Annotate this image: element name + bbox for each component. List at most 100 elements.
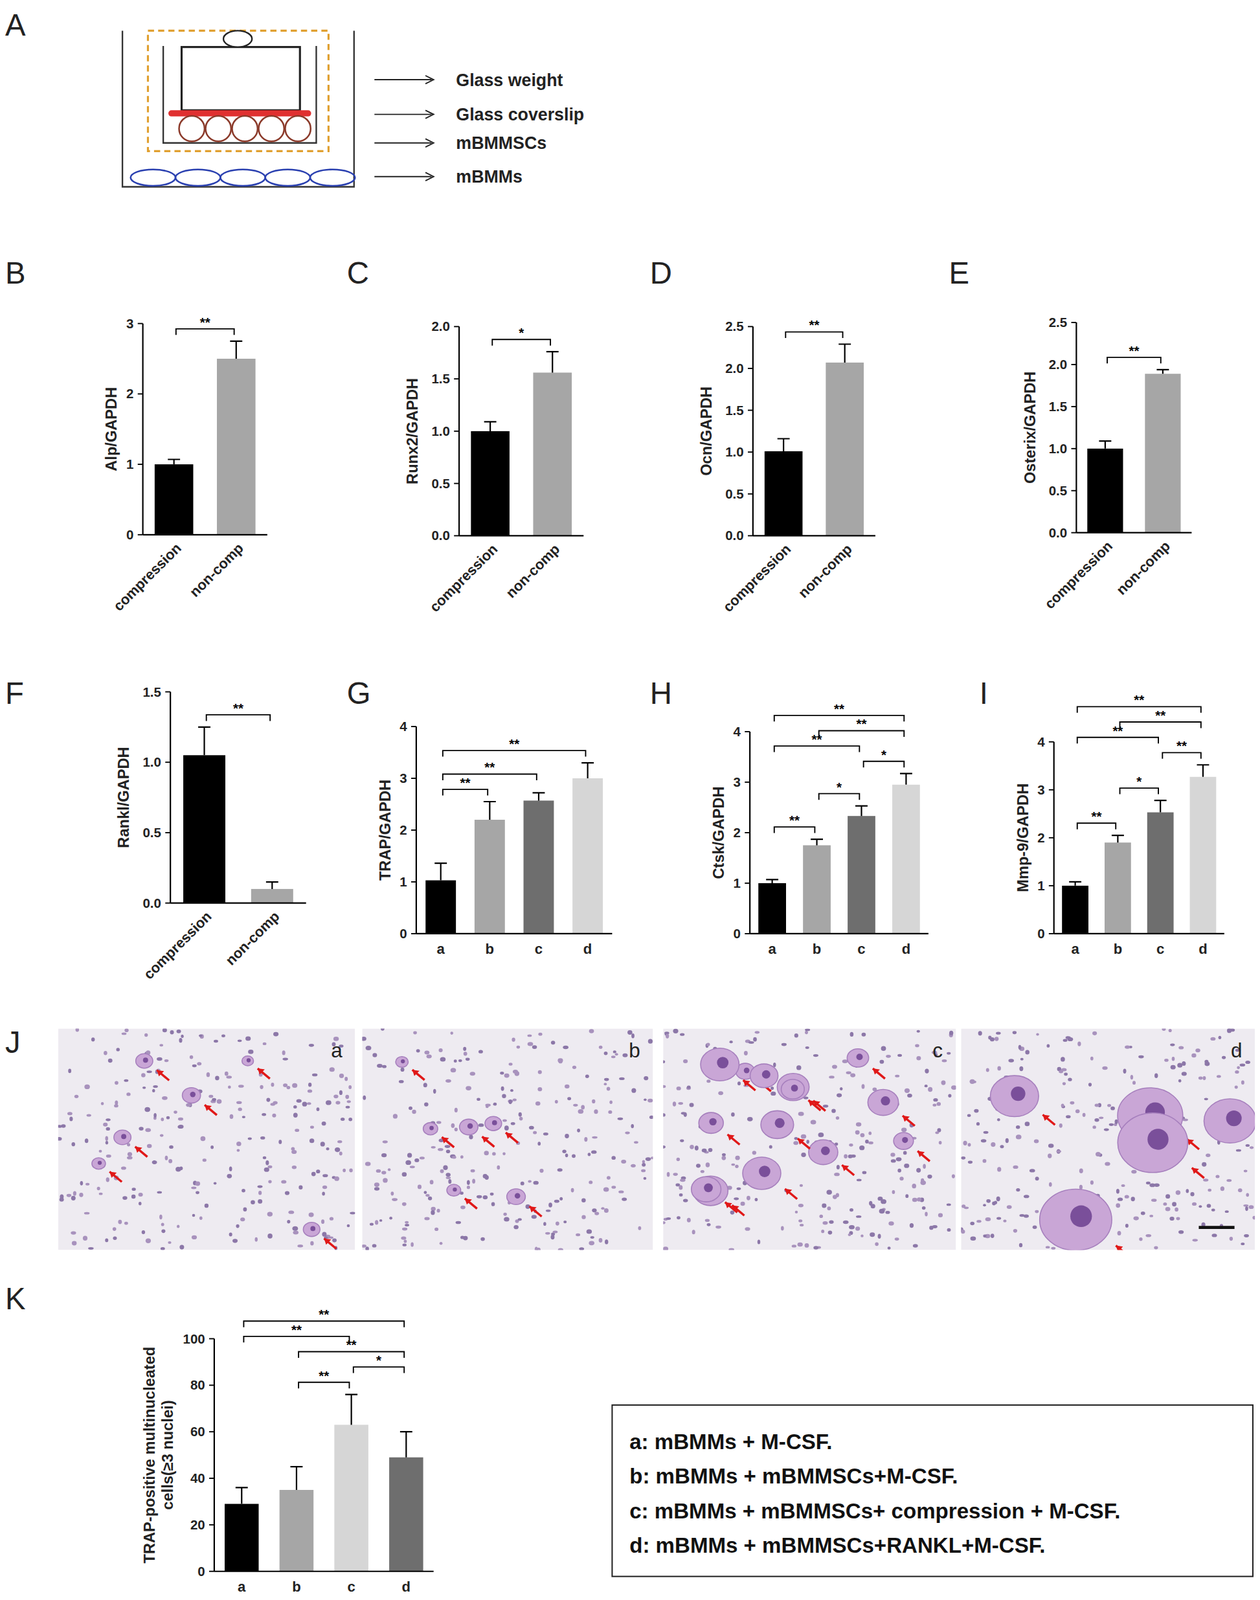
cell-dot bbox=[518, 1112, 522, 1117]
significance-bracket bbox=[1077, 737, 1159, 744]
nucleus bbox=[762, 1070, 771, 1079]
red-arrow-head bbox=[917, 1151, 925, 1158]
y-tick bbox=[165, 691, 171, 693]
cell-dot bbox=[463, 1051, 468, 1056]
cell-dot bbox=[603, 1186, 610, 1192]
cell-dot bbox=[1153, 1182, 1160, 1187]
cell-dot bbox=[624, 1131, 630, 1135]
red-arrow bbox=[1186, 1138, 1200, 1150]
cell-dot bbox=[593, 1109, 598, 1114]
cell-dot bbox=[339, 1090, 343, 1095]
y-tick-label: 1.5 bbox=[725, 402, 744, 418]
y-tick-label: 0.5 bbox=[142, 824, 161, 840]
cell-dot bbox=[1220, 1186, 1225, 1191]
y-tick-label: 0.5 bbox=[1048, 483, 1068, 498]
cell-dot bbox=[1116, 1188, 1120, 1194]
cell-dot bbox=[1015, 1188, 1020, 1192]
cell-dot bbox=[666, 1217, 672, 1220]
y-tick bbox=[137, 463, 144, 465]
red-arrow bbox=[464, 1198, 478, 1209]
nucleus bbox=[1226, 1110, 1242, 1126]
glass-weight bbox=[181, 47, 300, 111]
cell-dot bbox=[754, 1030, 761, 1034]
cell-dot bbox=[1202, 1076, 1206, 1080]
cell-dot bbox=[468, 1135, 473, 1140]
cell-dot bbox=[501, 1093, 506, 1098]
cell-dot bbox=[1019, 1066, 1024, 1071]
osteoclast bbox=[446, 1184, 461, 1196]
y-tick bbox=[137, 534, 144, 536]
cell-dot bbox=[105, 1118, 111, 1121]
cell-dot bbox=[885, 1054, 891, 1058]
y-label-line: cells(≥3 nuclei) bbox=[159, 1399, 177, 1510]
cell-dot bbox=[496, 1165, 500, 1170]
cell-dot bbox=[425, 1193, 430, 1197]
cell-dot bbox=[528, 1125, 535, 1130]
cell-dot bbox=[543, 1221, 546, 1226]
bar-chart: B0123Alp/GAPDHcompressionnon-comp** bbox=[5, 255, 268, 614]
cell-dot bbox=[798, 1203, 804, 1208]
msc-cell bbox=[205, 115, 232, 142]
cell-dot bbox=[320, 1141, 326, 1147]
cell-dot bbox=[213, 1181, 217, 1185]
y-tick bbox=[453, 430, 460, 432]
panel-label: F bbox=[5, 675, 24, 711]
nucleus bbox=[880, 1096, 890, 1106]
significance-label: * bbox=[376, 1352, 382, 1368]
cell-dot bbox=[938, 1212, 943, 1218]
cell-dot bbox=[462, 1046, 467, 1051]
cell-dot bbox=[297, 1244, 304, 1248]
cell-dot bbox=[1165, 1193, 1170, 1199]
cell-dot bbox=[340, 1117, 346, 1121]
cell-dot bbox=[483, 1195, 489, 1200]
error-bar bbox=[484, 421, 497, 432]
cell-dot bbox=[286, 1085, 291, 1090]
error-bar bbox=[434, 863, 447, 880]
x-axis bbox=[459, 534, 584, 537]
cell-dot bbox=[1171, 1056, 1176, 1062]
cell-dot bbox=[718, 1091, 724, 1095]
cell-dot bbox=[321, 1219, 325, 1224]
cell-dot bbox=[905, 1193, 909, 1198]
cell-dot bbox=[613, 1050, 617, 1053]
cell-dot bbox=[514, 1070, 520, 1076]
significance-label: ** bbox=[811, 731, 823, 747]
y-tick-label: 2.0 bbox=[431, 318, 450, 334]
y-tick-label: 2 bbox=[126, 385, 134, 401]
red-arrow-head bbox=[529, 1206, 537, 1213]
cell-dot bbox=[227, 1085, 232, 1090]
cell-dot bbox=[292, 1083, 298, 1088]
legend-box: a: mBMMs + M-CSF.b: mBMMs + mBMMSCs+M-CS… bbox=[611, 1405, 1253, 1577]
cell-dot bbox=[676, 1086, 682, 1091]
cell-dot bbox=[740, 1201, 746, 1207]
cell-dot bbox=[552, 1230, 559, 1234]
cell-dot bbox=[78, 1192, 83, 1198]
cell-dot bbox=[278, 1139, 282, 1145]
cell-dot bbox=[1245, 1060, 1251, 1064]
cell-dot bbox=[683, 1059, 688, 1064]
cell-dot bbox=[339, 1073, 344, 1079]
cell-dot bbox=[581, 1197, 586, 1203]
bars bbox=[183, 727, 294, 904]
cell-dot bbox=[821, 1203, 827, 1209]
cell-dot bbox=[247, 1049, 254, 1055]
cell-dot bbox=[178, 1117, 184, 1121]
cell-dot bbox=[450, 1031, 454, 1035]
red-arrow bbox=[412, 1069, 425, 1080]
arrow-head bbox=[425, 75, 434, 85]
cell-dot bbox=[345, 1105, 351, 1109]
cell-dot bbox=[434, 1227, 439, 1231]
cell-dot bbox=[567, 1096, 572, 1101]
y-tick bbox=[1048, 885, 1055, 887]
cell-dot bbox=[694, 1145, 699, 1151]
y-tick-label: 100 bbox=[183, 1331, 206, 1347]
cell-dot bbox=[563, 1220, 567, 1224]
cell-dot bbox=[1114, 1119, 1119, 1125]
nucleus bbox=[821, 1146, 831, 1156]
cell-dot bbox=[924, 1068, 929, 1073]
bar bbox=[1061, 885, 1089, 934]
cell-dot bbox=[1169, 1216, 1174, 1221]
osteoclast bbox=[91, 1157, 106, 1170]
cell-dot bbox=[543, 1132, 549, 1136]
y-tick bbox=[747, 325, 754, 327]
